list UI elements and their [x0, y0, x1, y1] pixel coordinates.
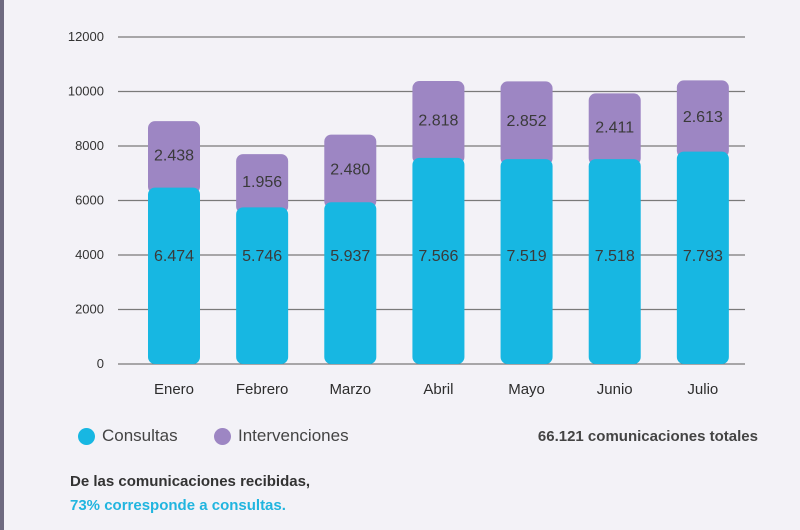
bar-consultas-mayo	[500, 159, 553, 364]
bar-intervenciones-marzo	[324, 134, 377, 209]
total-communications: 66.121 comunicaciones totales	[537, 428, 758, 445]
y-tick-label-8000: 8000	[75, 138, 104, 153]
data-label-consultas-mayo: 7.519	[507, 248, 547, 265]
data-label-intervenciones-enero: 2.438	[154, 147, 194, 164]
bar-consultas-junio	[588, 159, 641, 364]
bar-intervenciones-julio	[676, 80, 729, 158]
data-label-consultas-julio: 7.793	[683, 248, 723, 265]
legend: Consultas Intervenciones 66.121 comunica…	[78, 426, 758, 450]
bar-consultas-enero	[148, 187, 200, 364]
summary-note-line1: De las comunicaciones recibidas,	[70, 473, 311, 490]
bar-consultas-julio	[676, 151, 729, 364]
data-label-intervenciones-febrero: 1.956	[242, 174, 282, 191]
summary-note: De las comunicaciones recibidas, 73% cor…	[70, 470, 310, 518]
data-label-intervenciones-mayo: 2.852	[507, 113, 547, 130]
y-tick-label-0: 0	[97, 356, 104, 371]
data-label-intervenciones-marzo: 2.480	[330, 161, 370, 178]
data-label-consultas-junio: 7.518	[595, 248, 635, 265]
y-tick-label-12000: 12000	[68, 29, 104, 44]
bar-intervenciones-febrero	[236, 154, 289, 214]
data-label-consultas-abril: 7.566	[418, 248, 458, 265]
x-tick-label-abril: Abril	[423, 381, 453, 398]
x-tick-label-febrero: Febrero	[236, 381, 289, 398]
x-tick-label-julio: Julio	[687, 381, 718, 398]
bar-consultas-abril	[412, 157, 465, 364]
legend-dot-consultas	[78, 427, 95, 445]
data-label-intervenciones-junio: 2.411	[595, 119, 634, 136]
bar-intervenciones-abril	[412, 81, 465, 164]
data-label-consultas-marzo: 5.937	[330, 248, 370, 265]
bar-intervenciones-enero	[148, 121, 200, 194]
data-label-consultas-enero: 6.474	[154, 248, 194, 265]
bar-intervenciones-mayo	[500, 81, 553, 166]
legend-item-intervenciones: Intervenciones	[214, 426, 349, 446]
left-edge-rule	[0, 0, 4, 530]
y-tick-label-10000: 10000	[68, 84, 104, 99]
stacked-bar-chart: 0 2000 4000 6000 8000 10000 12000 6.474 2.438 Ene…	[68, 29, 745, 398]
y-tick-label-6000: 6000	[75, 193, 104, 208]
data-label-consultas-febrero: 5.746	[242, 248, 282, 265]
y-tick-label-4000: 4000	[75, 247, 104, 262]
bar-intervenciones-junio	[588, 93, 641, 166]
y-tick-label-2000: 2000	[75, 302, 104, 317]
x-tick-label-enero: Enero	[154, 381, 194, 398]
x-tick-label-marzo: Marzo	[329, 381, 371, 398]
summary-note-line2: 73% corresponde a consultas.	[70, 497, 286, 514]
bar-consultas-febrero	[236, 207, 289, 364]
legend-label-intervenciones: Intervenciones	[238, 426, 349, 445]
bar-consultas-marzo	[324, 202, 377, 364]
x-tick-label-mayo: Mayo	[508, 381, 545, 398]
x-tick-label-junio: Junio	[597, 381, 633, 398]
legend-label-consultas: Consultas	[102, 426, 178, 445]
legend-dot-intervenciones	[214, 427, 231, 445]
data-label-intervenciones-julio: 2.613	[683, 109, 723, 126]
legend-item-consultas: Consultas	[78, 426, 178, 446]
data-label-intervenciones-abril: 2.818	[418, 112, 458, 129]
